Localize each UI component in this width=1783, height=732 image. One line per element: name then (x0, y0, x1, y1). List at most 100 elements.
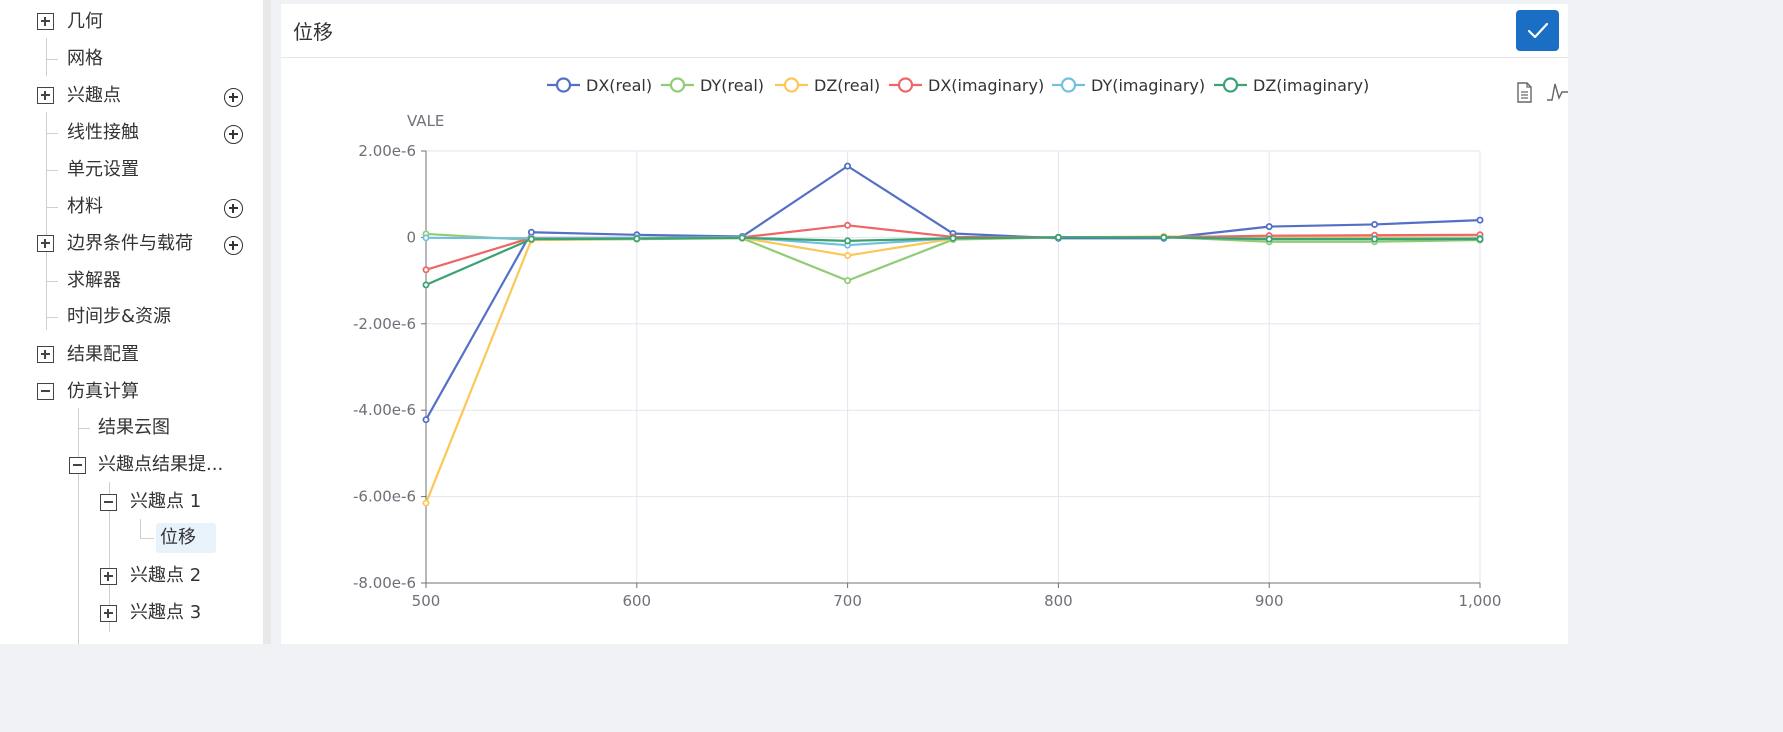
data-point[interactable] (1160, 233, 1168, 241)
expand-icon[interactable] (100, 605, 117, 622)
expand-icon[interactable] (100, 568, 117, 585)
tree-item-label: 兴趣点 3 (130, 602, 202, 623)
data-point[interactable] (844, 162, 852, 170)
line-chart-icon[interactable] (1547, 83, 1568, 101)
tree-guide-line (46, 133, 58, 134)
data-point[interactable] (633, 235, 641, 243)
expand-icon[interactable] (37, 235, 54, 252)
data-point[interactable] (844, 237, 852, 245)
tree-item-label: 求解器 (67, 270, 121, 291)
legend-item[interactable]: DX(real) (547, 76, 652, 95)
data-point[interactable] (1371, 220, 1379, 228)
tree-guide-line (46, 170, 58, 171)
data-point[interactable] (422, 266, 430, 274)
expand-icon[interactable] (37, 346, 54, 363)
tree-item-solver[interactable]: 求解器 (67, 266, 121, 296)
tree-item-poi-2[interactable]: 兴趣点 2 (100, 561, 201, 591)
tree-item-result-contour[interactable]: 结果云图 (98, 413, 170, 443)
data-point[interactable] (738, 234, 746, 242)
data-point[interactable] (527, 228, 535, 236)
sidebar-scrollbar[interactable] (263, 0, 271, 644)
tree-item-label: 兴趣点结果提... (98, 454, 224, 475)
tree-guide-line (140, 519, 141, 539)
y-axis-label: VALE (407, 112, 444, 130)
legend-marker (1222, 77, 1239, 93)
legend-label: DX(real) (586, 76, 652, 95)
legend-item[interactable]: DZ(imaginary) (1214, 76, 1369, 95)
add-material-icon[interactable] (224, 199, 243, 218)
tree-item-label: 单元设置 (67, 159, 139, 180)
data-point[interactable] (844, 277, 852, 285)
tree-guide-line (78, 408, 79, 644)
tree-guide-line (78, 428, 90, 429)
tree-item-simulation[interactable]: 仿真计算 (37, 377, 139, 407)
tree-item-result-config[interactable]: 结果配置 (37, 340, 139, 370)
tree-item-poi-result-extraction[interactable]: 兴趣点结果提... (69, 450, 223, 480)
tree-item-mesh[interactable]: 网格 (67, 44, 103, 74)
y-tick-label: 2.00e-6 (358, 142, 416, 160)
tree-guide-line (46, 112, 47, 330)
x-tick-label: 600 (622, 592, 651, 610)
data-point[interactable] (1265, 223, 1273, 231)
tree-guide-line (46, 281, 58, 282)
tree-item-label: 时间步&资源 (67, 306, 172, 327)
data-point[interactable] (1476, 216, 1484, 224)
data-point[interactable] (527, 235, 535, 243)
data-point[interactable] (844, 252, 852, 260)
data-point[interactable] (422, 234, 430, 242)
expand-icon[interactable] (37, 13, 54, 30)
tree-item-geometry[interactable]: 几何 (37, 7, 103, 37)
tree-item-boundary-conditions-loads[interactable]: 边界条件与载荷 (37, 229, 193, 259)
tree-item-linear-contact[interactable]: 线性接触 (67, 118, 139, 148)
tree-item-label: 结果云图 (98, 417, 170, 438)
legend-marker (1060, 77, 1077, 93)
x-tick-label: 1,000 (1459, 592, 1502, 610)
tree-item-poi-3[interactable]: 兴趣点 3 (100, 598, 201, 628)
tree-item-time-step-resources[interactable]: 时间步&资源 (67, 302, 171, 332)
legend-item[interactable]: DX(imaginary) (889, 76, 1044, 95)
data-point[interactable] (422, 281, 430, 289)
expand-icon[interactable] (37, 87, 54, 104)
tree-item-label: 仿真计算 (67, 381, 139, 402)
displacement-chart: 2.00e-6 0 -2.00e-6 -4.00e-6 -6.00e-6 -8.00e-6… (353, 76, 1568, 610)
tree-item-label: 网格 (67, 48, 103, 69)
legend-item[interactable]: DY(real) (661, 76, 764, 95)
legend-label: DY(imaginary) (1091, 76, 1205, 95)
data-point[interactable] (1265, 235, 1273, 243)
tree-item-displacement[interactable]: 位移 (156, 523, 216, 553)
legend-label: DX(imaginary) (928, 76, 1044, 95)
legend-item[interactable]: DY(imaginary) (1052, 76, 1205, 95)
confirm-button[interactable] (1516, 10, 1559, 51)
add-point-of-interest-icon[interactable] (224, 88, 243, 107)
data-point[interactable] (949, 234, 957, 242)
data-point[interactable] (1476, 235, 1484, 243)
data-point[interactable] (422, 416, 430, 424)
collapse-icon[interactable] (100, 494, 117, 511)
add-linear-contact-icon[interactable] (224, 125, 243, 144)
series-line[interactable] (425, 165, 1481, 421)
data-point[interactable] (1371, 235, 1379, 243)
data-point[interactable] (422, 499, 430, 507)
legend-item[interactable]: DZ(real) (775, 76, 880, 95)
series-line[interactable] (424, 235, 1480, 504)
collapse-icon[interactable] (69, 457, 86, 474)
y-tick-label: 0 (406, 228, 416, 246)
tree-item-label: 几何 (67, 11, 103, 32)
tree-item-points-of-interest[interactable]: 兴趣点 (37, 81, 121, 111)
chart-legend[interactable]: DX(real) DY(real) DZ(real) DX(imaginary) DY(… (547, 76, 1369, 95)
chart-grid (425, 150, 1481, 584)
collapse-icon[interactable] (37, 383, 54, 400)
legend-label: DZ(imaginary) (1253, 76, 1369, 95)
series-line[interactable] (425, 236, 1480, 286)
tree-item-poi-1[interactable]: 兴趣点 1 (100, 487, 201, 517)
tree-item-element-settings[interactable]: 单元设置 (67, 155, 139, 185)
legend-label: DZ(real) (814, 76, 880, 95)
tree-guide-line (46, 59, 58, 60)
data-point[interactable] (844, 221, 852, 229)
x-tick-label: 700 (833, 592, 862, 610)
y-tick-label: -4.00e-6 (353, 401, 416, 419)
tree-item-materials[interactable]: 材料 (67, 192, 103, 222)
data-view-icon[interactable] (1517, 82, 1532, 103)
data-point[interactable] (1054, 233, 1062, 241)
add-boundary-condition-icon[interactable] (224, 236, 243, 255)
